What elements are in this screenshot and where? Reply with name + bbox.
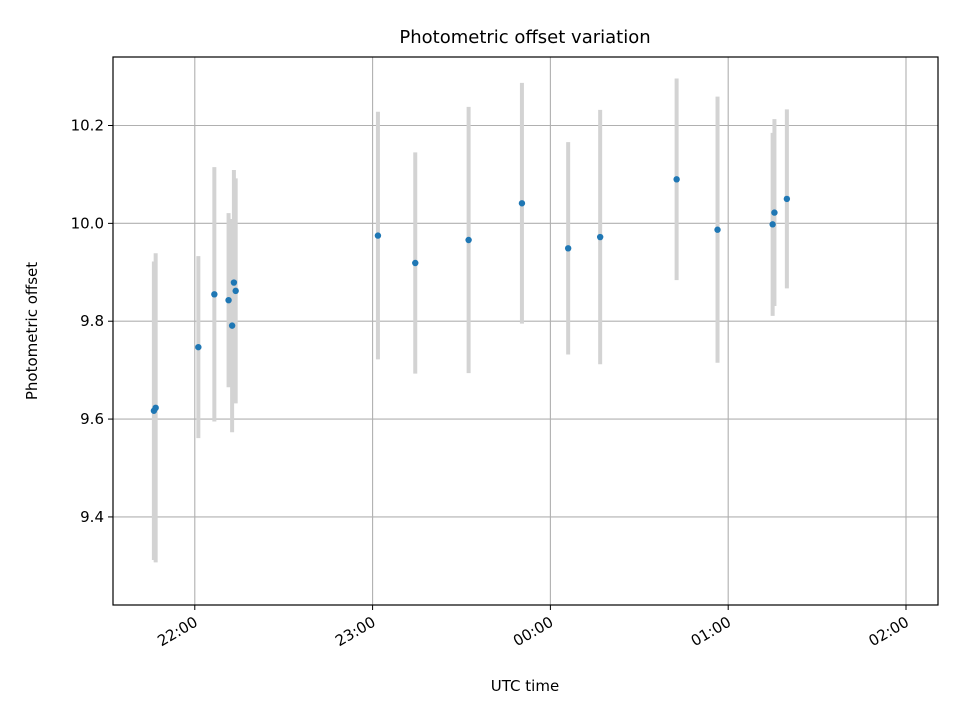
data-point [465,236,472,244]
y-tick-label: 9.8 [80,312,104,330]
data-point [783,195,791,203]
data-point [228,322,236,329]
data-point [412,259,419,267]
y-tick-label: 10.0 [71,214,104,232]
y-tick-label: 9.6 [80,410,104,428]
data-point [374,232,382,239]
data-point [714,226,721,233]
data-point [152,404,159,412]
y-tick-label: 10.2 [71,117,104,135]
data-point [673,176,680,183]
data-point [771,209,778,216]
data-point [225,296,232,304]
y-axis-ticks: 9.4 9.6 9.8 10.0 10.2 [71,117,113,526]
data-point [769,221,776,228]
chart-title: Photometric offset variation [399,27,650,48]
grid [113,57,938,605]
data-point [211,291,218,298]
data-point [195,343,202,351]
y-axis-title: Photometric offset [23,262,41,400]
data-point [596,233,604,241]
plot-area-frame [112,56,939,606]
data-points [150,176,791,414]
y-tick-label: 9.4 [80,508,104,526]
data-point [230,279,238,286]
x-axis-title: UTC time [491,677,559,695]
data-point [564,245,572,252]
data-point [232,287,239,295]
data-point [518,200,526,207]
